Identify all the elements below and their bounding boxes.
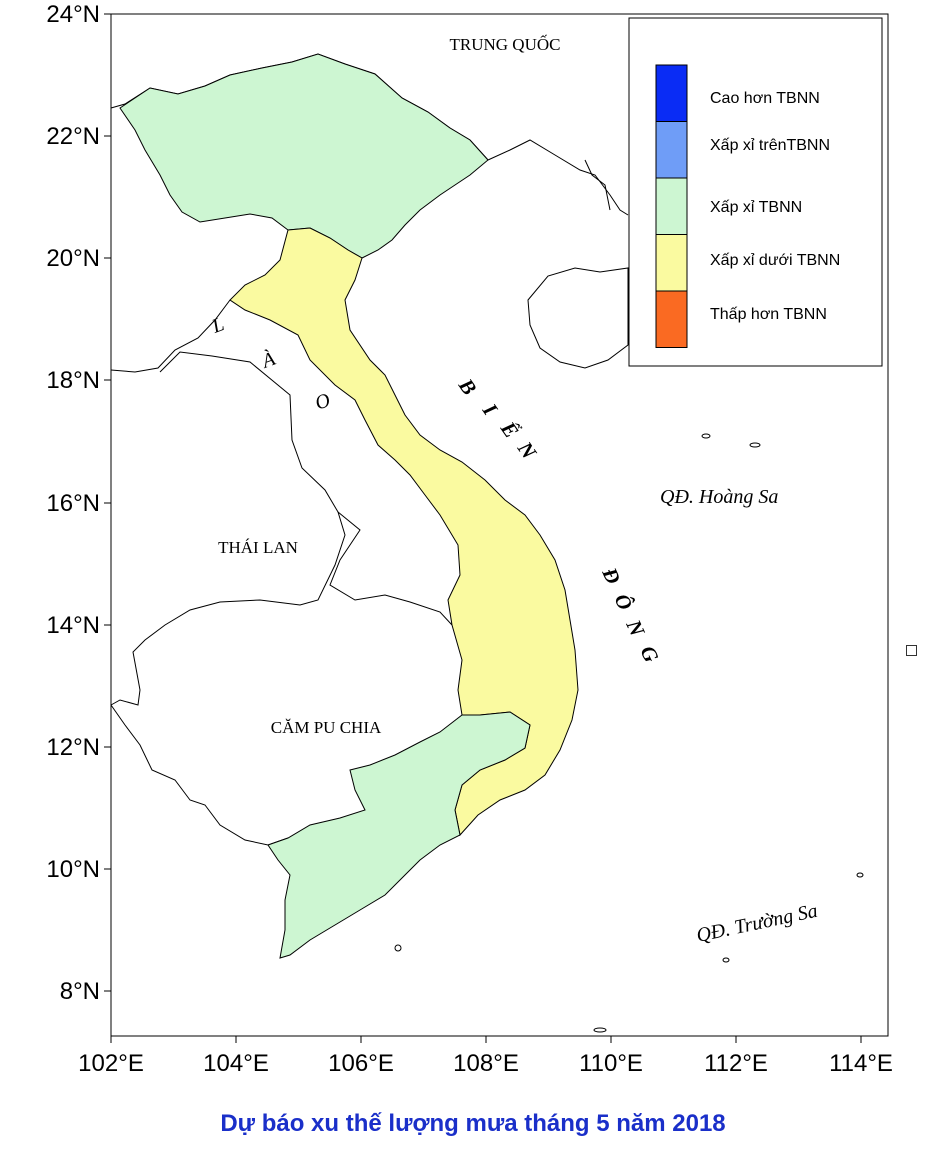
con-dao-island <box>394 944 402 952</box>
lon-label: 110°E <box>579 1050 643 1077</box>
lat-label: 14°N <box>46 612 100 639</box>
laos-cambodia-border <box>329 511 453 626</box>
legend-label: Thấp hơn TBNN <box>710 306 827 323</box>
lat-label: 24°N <box>46 1 100 28</box>
spratly-island <box>593 1027 607 1033</box>
hainan-island <box>527 267 629 369</box>
legend-label: Cao hơn TBNN <box>710 90 820 107</box>
laos-border-north <box>110 299 231 373</box>
spratly-island <box>722 957 730 963</box>
legend-swatch <box>655 234 688 292</box>
lat-label: 22°N <box>46 123 100 150</box>
longitude-labels: 102°E 104°E 106°E 108°E 110°E 112°E 114°… <box>78 1050 893 1077</box>
thailand-border <box>110 351 346 706</box>
legend-label: Xấp xỉ trênTBNN <box>710 137 830 154</box>
lat-label: 12°N <box>46 734 100 761</box>
latitude-axis <box>104 13 111 992</box>
checkbox-marker <box>906 645 917 656</box>
legend-swatch <box>655 290 688 348</box>
zone-south-near-normal <box>267 711 531 959</box>
lat-label: 20°N <box>46 245 100 272</box>
lat-label: 16°N <box>46 490 100 517</box>
china-coast <box>487 139 629 216</box>
spratly-island <box>856 872 864 878</box>
longitude-axis <box>110 1036 862 1043</box>
lon-label: 104°E <box>203 1050 269 1077</box>
cambodia-coast <box>110 704 289 846</box>
legend-swatch <box>655 177 688 235</box>
china-label: TRUNG QUỐC <box>450 35 561 54</box>
latitude-labels: 24°N 22°N 20°N 18°N 16°N 14°N 12°N 10°N … <box>46 1 100 1005</box>
legend-swatch <box>655 64 688 122</box>
legend-swatch <box>655 121 688 179</box>
paracel-island <box>701 433 711 439</box>
lon-label: 114°E <box>829 1050 893 1077</box>
lon-label: 102°E <box>78 1050 144 1077</box>
lat-label: 8°N <box>60 978 100 1005</box>
lat-label: 10°N <box>46 856 100 883</box>
lon-label: 112°E <box>704 1050 768 1077</box>
lon-label: 106°E <box>328 1050 394 1077</box>
forecast-map: 24°N 22°N 20°N 18°N 16°N 14°N 12°N 10°N … <box>46 1 893 1077</box>
thailand-label: THÁI LAN <box>218 538 298 557</box>
paracel-island <box>749 442 761 448</box>
map-caption: Dự báo xu thế lượng mưa tháng 5 năm 2018 <box>220 1110 726 1137</box>
lon-label: 108°E <box>453 1050 519 1077</box>
lat-label: 18°N <box>46 367 100 394</box>
laos-label-letter: O <box>312 389 333 415</box>
zone-north-near-normal <box>119 53 489 259</box>
legend-label: Xấp xỉ TBNN <box>710 199 802 216</box>
cambodia-label: CĂM PU CHIA <box>271 718 382 737</box>
paracel-label: QĐ. Hoàng Sa <box>660 486 778 508</box>
leizhou-coast <box>584 159 611 211</box>
legend-label: Xấp xỉ dưới TBNN <box>710 252 840 269</box>
legend: Cao hơn TBNN Xấp xỉ trênTBNN Xấp xỉ TBNN Xấ… <box>628 17 883 367</box>
